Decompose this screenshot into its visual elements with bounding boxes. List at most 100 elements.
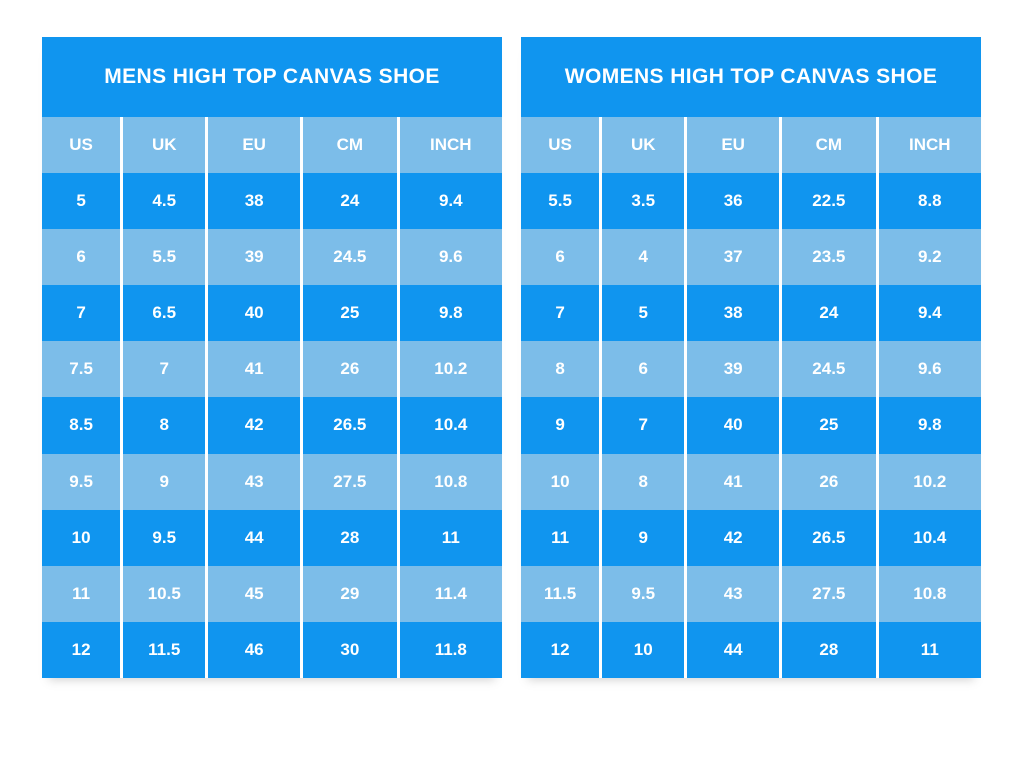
table-cell: 8.8 [875,173,981,230]
table-row: 5.5 3.5 36 22.5 8.8 [521,173,981,230]
table-cell: 8.5 [69,415,93,435]
table-cell: 28 [779,621,876,678]
table-cell: 39 [684,341,779,398]
column-header-us: US [69,135,93,154]
table-row: 9 7 40 25 9.8 [521,397,981,454]
table-cell: 9.5 [120,509,205,566]
table-cell: 42 [684,509,779,566]
table-row: 11 9 42 26.5 10.4 [521,509,981,566]
table-cell: 27.5 [300,453,397,510]
table-cell: 11.5 [120,621,205,678]
table-cell: 9.5 [599,565,684,622]
table-cell: 24.5 [300,229,397,286]
table-cell: 7.5 [69,359,93,379]
table-cell: 6 [555,247,565,267]
table-row: 12 11.5 46 30 11.8 [42,621,502,678]
table-cell: 41 [205,341,300,398]
table-cell: 7 [120,341,205,398]
table-row: 10 9.5 44 28 11 [42,509,502,566]
table-cell: 40 [205,285,300,342]
table-cell: 9.4 [875,285,981,342]
table-cell: 10.2 [875,453,981,510]
table-cell: 10.2 [396,341,502,398]
column-header-uk: UK [599,117,684,173]
table-cell: 23.5 [779,229,876,286]
table-row: 7 6.5 40 25 9.8 [42,285,502,342]
table-cell: 9 [555,415,565,435]
table-cell: 4.5 [120,173,205,230]
table-cell: 11 [875,621,981,678]
table-title: MENS HIGH TOP CANVAS SHOE [42,37,502,117]
table-cell: 37 [684,229,779,286]
table-cell: 28 [300,509,397,566]
table-cell: 11 [551,527,570,547]
table-cell: 22.5 [779,173,876,230]
table-cell: 44 [684,621,779,678]
column-header-cm: CM [300,117,397,173]
table-cell: 26 [300,341,397,398]
table-cell: 7 [555,303,565,323]
tables-container: MENS HIGH TOP CANVAS SHOE US UK EU CM INCH 5 4.… [42,37,981,678]
table-cell: 39 [205,229,300,286]
table-cell: 41 [684,453,779,510]
table-cell: 12 [550,639,570,659]
column-header-inch: INCH [396,117,502,173]
table-cell: 9 [599,509,684,566]
table-cell: 40 [684,397,779,454]
table-cell: 5 [599,285,684,342]
table-row: 8.5 8 42 26.5 10.4 [42,397,502,454]
table-cell: 30 [300,621,397,678]
table-cell: 7 [76,303,86,323]
table-cell: 9.8 [875,397,981,454]
table-cell: 24 [779,285,876,342]
table-cell: 45 [205,565,300,622]
column-header-uk: UK [120,117,205,173]
table-row: 9.5 9 43 27.5 10.8 [42,453,502,510]
table-cell: 27.5 [779,565,876,622]
table-cell: 10.5 [120,565,205,622]
table-cell: 8 [555,359,565,379]
column-header-us: US [548,135,572,154]
table-row: 6 5.5 39 24.5 9.6 [42,229,502,286]
table-row: 8 6 39 24.5 9.6 [521,341,981,398]
table-cell: 11 [72,583,91,603]
table-cell: 8 [599,453,684,510]
table-cell: 36 [684,173,779,230]
table-cell: 46 [205,621,300,678]
table-cell: 6 [599,341,684,398]
table-row: 10 8 41 26 10.2 [521,453,981,510]
table-row: 7.5 7 41 26 10.2 [42,341,502,398]
table-cell: 4 [599,229,684,286]
table-cell: 44 [205,509,300,566]
column-header-eu: EU [684,117,779,173]
size-table-womens: WOMENS HIGH TOP CANVAS SHOE US UK EU CM INCH 5… [521,37,981,678]
table-cell: 10.4 [396,397,502,454]
table-row: 11 10.5 45 29 11.4 [42,565,502,622]
table-header-row: US UK EU CM INCH [42,117,502,173]
table-cell: 5.5 [120,229,205,286]
table-cell: 10 [550,471,570,491]
size-table-mens: MENS HIGH TOP CANVAS SHOE US UK EU CM INCH 5 4.… [42,37,502,678]
table-cell: 26.5 [300,397,397,454]
column-header-cm: CM [779,117,876,173]
table-cell: 10.4 [875,509,981,566]
table-cell: 42 [205,397,300,454]
table-cell: 5 [76,191,86,211]
table-row: 6 4 37 23.5 9.2 [521,229,981,286]
table-cell: 43 [205,453,300,510]
table-cell: 9.8 [396,285,502,342]
table-cell: 9.4 [396,173,502,230]
table-cell: 26 [779,453,876,510]
table-row: 12 10 44 28 11 [521,621,981,678]
table-cell: 9.6 [875,341,981,398]
column-header-eu: EU [205,117,300,173]
table-row: 5 4.5 38 24 9.4 [42,173,502,230]
table-cell: 25 [300,285,397,342]
table-cell: 6 [76,247,86,267]
table-row: 11.5 9.5 43 27.5 10.8 [521,565,981,622]
table-title: WOMENS HIGH TOP CANVAS SHOE [521,37,981,117]
table-cell: 11.5 [544,583,577,603]
table-cell: 38 [205,173,300,230]
table-cell: 10 [599,621,684,678]
table-cell: 3.5 [599,173,684,230]
